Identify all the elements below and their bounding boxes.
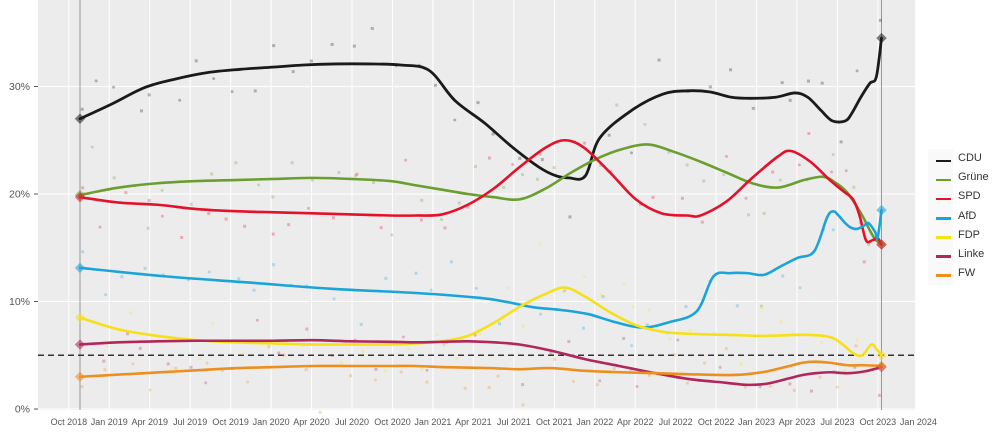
svg-text:Apr 2019: Apr 2019: [131, 417, 168, 427]
svg-text:Jan 2019: Jan 2019: [91, 417, 128, 427]
svg-text:Apr 2021: Apr 2021: [455, 417, 492, 427]
svg-text:Oct 2020: Oct 2020: [374, 417, 411, 427]
svg-text:0%: 0%: [15, 404, 30, 416]
svg-text:Jul 2021: Jul 2021: [497, 417, 531, 427]
svg-text:Apr 2023: Apr 2023: [779, 417, 816, 427]
svg-text:Jul 2020: Jul 2020: [335, 417, 369, 427]
svg-text:Jan 2023: Jan 2023: [738, 417, 775, 427]
svg-text:Apr 2022: Apr 2022: [617, 417, 654, 427]
svg-text:Jan 2022: Jan 2022: [576, 417, 613, 427]
svg-text:Oct 2021: Oct 2021: [536, 417, 573, 427]
svg-text:Oct 2022: Oct 2022: [698, 417, 735, 427]
svg-text:10%: 10%: [9, 296, 30, 308]
svg-text:Jan 2021: Jan 2021: [414, 417, 451, 427]
svg-text:Jan 2024: Jan 2024: [900, 417, 937, 427]
svg-text:Oct 2018: Oct 2018: [51, 417, 88, 427]
svg-text:Jul 2019: Jul 2019: [173, 417, 207, 427]
svg-text:Oct 2019: Oct 2019: [212, 417, 249, 427]
svg-text:Jul 2023: Jul 2023: [820, 417, 854, 427]
svg-text:30%: 30%: [9, 81, 30, 93]
svg-text:Jan 2020: Jan 2020: [253, 417, 290, 427]
svg-text:Apr 2020: Apr 2020: [293, 417, 330, 427]
svg-text:Oct 2023: Oct 2023: [860, 417, 897, 427]
svg-text:Jul 2022: Jul 2022: [659, 417, 693, 427]
svg-text:20%: 20%: [9, 189, 30, 201]
